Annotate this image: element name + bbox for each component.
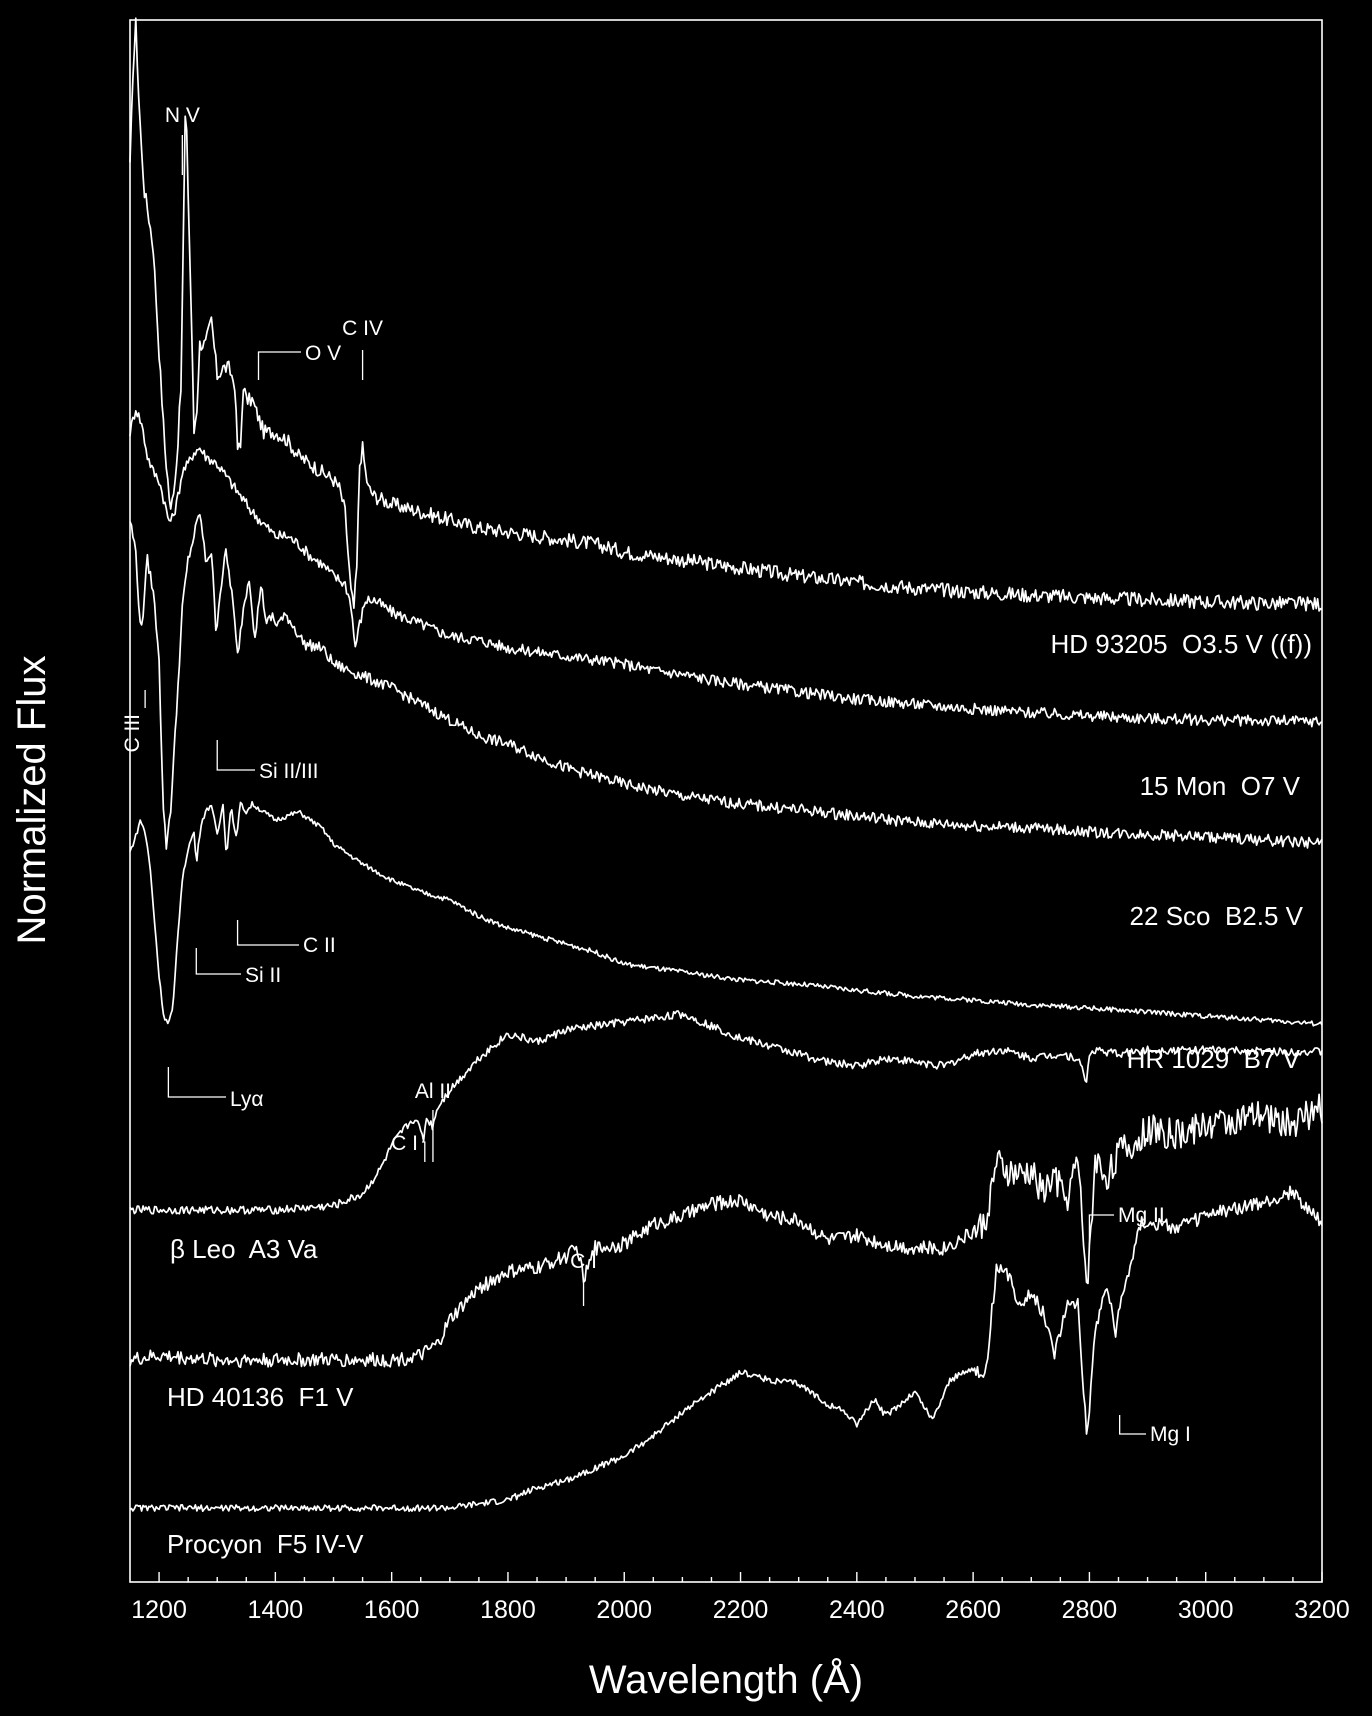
x-tick-label: 2600 — [945, 1596, 1001, 1624]
x-axis-title: Wavelength (Å) — [589, 1657, 863, 1702]
line-id-label: O V — [305, 342, 341, 365]
y-axis-title: Normalized Flux — [10, 656, 54, 945]
x-tick-label: 1400 — [248, 1596, 304, 1624]
line-id-label: C II — [303, 934, 336, 957]
line-id-label: Mg I — [1150, 1423, 1191, 1446]
line-id-marker — [1119, 1415, 1146, 1435]
line-id-marker — [422, 1141, 426, 1162]
spectrum-line-2 — [129, 410, 1323, 728]
spectrum-label-3: 22 Sco B2.5 V — [1130, 901, 1304, 931]
spectrum-label-6: HD 40136 F1 V — [167, 1382, 354, 1412]
x-tick-label: 2000 — [596, 1596, 652, 1624]
line-id-label: N V — [165, 104, 200, 127]
line-id-marker — [236, 920, 299, 946]
line-id-label: Al II — [415, 1080, 451, 1103]
plot-frame — [129, 19, 1323, 1583]
spectrum-line-7 — [129, 1185, 1323, 1513]
x-tick-label: 1800 — [480, 1596, 536, 1624]
line-id-marker — [216, 740, 255, 771]
line-id-label: Si II/III — [259, 760, 319, 783]
spectrum-line-4 — [129, 800, 1323, 1027]
spectrum-label-5: β Leo A3 Va — [170, 1234, 318, 1264]
line-identifications: N V O VC IV C III Si II/III C II Si II Lyα C I A… — [121, 104, 1191, 1446]
x-axis: 1200 1400 1600 1800 2000 2200 2400 2600 2800 3000… — [131, 1572, 1350, 1624]
line-id-label: Lyα — [230, 1088, 264, 1111]
line-id-label: C I — [391, 1132, 418, 1155]
line-id-marker — [257, 351, 301, 380]
x-tick-label: 2200 — [713, 1596, 769, 1624]
line-id-label: C I — [570, 1250, 597, 1273]
line-id-marker — [167, 1067, 226, 1098]
spectrum-line-3 — [129, 513, 1323, 850]
line-id-marker — [1088, 1214, 1114, 1245]
line-id-label: C IV — [342, 317, 383, 340]
spectrum-line-6 — [129, 1093, 1323, 1369]
spectra: HD 93205 O3.5 V ((f)) 15 Mon O7 V 22 Sco B… — [129, 17, 1323, 1559]
line-id-label: Si II — [245, 964, 281, 987]
spectrum-label-7: Procyon F5 IV-V — [167, 1529, 364, 1559]
x-tick-label: 3000 — [1178, 1596, 1234, 1624]
x-tick-label: 1200 — [131, 1596, 187, 1624]
spectrum-label-2: 15 Mon O7 V — [1140, 771, 1301, 801]
spectrum-label-1: HD 93205 O3.5 V ((f)) — [1050, 629, 1312, 659]
line-id-marker — [195, 948, 241, 975]
line-id-label: C III — [121, 714, 144, 753]
line-id-label: Mg II — [1118, 1204, 1165, 1227]
x-tick-label: 3200 — [1294, 1596, 1350, 1624]
x-tick-label: 2800 — [1062, 1596, 1118, 1624]
spectrum-line-5 — [129, 1010, 1323, 1215]
x-tick-label: 2400 — [829, 1596, 885, 1624]
spectrum-line-1 — [129, 17, 1323, 612]
x-tick-label: 1600 — [364, 1596, 420, 1624]
